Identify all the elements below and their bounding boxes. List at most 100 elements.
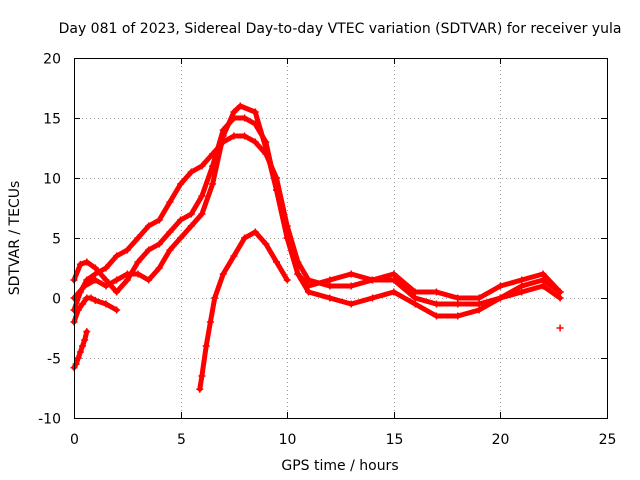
data-point (556, 324, 564, 332)
data-point (202, 342, 210, 350)
series-track-3 (70, 102, 564, 302)
data-point (206, 318, 214, 326)
data-point (91, 264, 99, 272)
data-point (79, 342, 87, 350)
data-point (155, 216, 163, 224)
data-point (556, 294, 564, 302)
data-point (187, 222, 195, 230)
x-tick-label: 25 (599, 432, 617, 448)
data-point (198, 192, 206, 200)
series-outlier (556, 324, 564, 332)
data-point (518, 288, 526, 296)
y-tick-label: 15 (43, 112, 61, 128)
data-point (102, 282, 110, 290)
data-point (177, 216, 185, 224)
data-point (166, 198, 174, 206)
data-point (262, 240, 270, 248)
data-point (326, 276, 334, 284)
data-point (411, 294, 419, 302)
data-point (81, 336, 89, 344)
data-point (326, 294, 334, 302)
data-point (241, 132, 249, 140)
data-point (79, 300, 87, 308)
data-point (166, 246, 174, 254)
y-tick-label: -5 (47, 352, 61, 368)
data-point (368, 294, 376, 302)
data-point (187, 168, 195, 176)
data-point (236, 102, 244, 110)
data-point (83, 258, 91, 266)
data-point (411, 300, 419, 308)
data-point (198, 372, 206, 380)
data-point (177, 180, 185, 188)
x-axis-label: GPS time / hours (281, 458, 398, 474)
data-point (123, 246, 131, 254)
data-point (155, 240, 163, 248)
x-tick-label: 5 (177, 432, 186, 448)
x-tick-label: 20 (492, 432, 510, 448)
chart-title: Day 081 of 2023, Sidereal Day-to-day VTE… (59, 21, 622, 37)
y-tick-label: 5 (52, 232, 61, 248)
data-point (134, 234, 142, 242)
x-tick-label: 0 (70, 432, 79, 448)
y-tick-label: 20 (43, 52, 61, 68)
series-trace (197, 229, 290, 392)
data-layer (70, 102, 564, 393)
plot-frame (74, 58, 608, 419)
data-point (145, 222, 153, 230)
data-point (556, 288, 564, 296)
data-point (496, 282, 504, 290)
data-point (432, 312, 440, 320)
series-track-5 (70, 328, 91, 372)
data-point (230, 252, 238, 260)
data-point (305, 282, 313, 290)
data-point (251, 138, 259, 146)
data-point (145, 246, 153, 254)
data-point (211, 294, 219, 302)
data-point (113, 276, 121, 284)
x-tick-label: 10 (279, 432, 297, 448)
data-point (83, 328, 91, 336)
tick-layer: 0 5 10 15 20 25 -10 -5 0 5 10 15 20 (38, 52, 616, 449)
data-point (187, 210, 195, 218)
y-axis-label: SDTVAR / TECUs (7, 181, 23, 296)
data-point (219, 270, 227, 278)
data-point (230, 108, 238, 116)
series-trace (71, 115, 563, 319)
data-point (518, 282, 526, 290)
data-point (81, 282, 89, 290)
data-point (76, 260, 84, 268)
data-point (283, 276, 291, 284)
data-point (102, 300, 110, 308)
data-point (347, 300, 355, 308)
data-point (91, 276, 99, 284)
data-point (219, 132, 227, 140)
data-point (113, 288, 121, 296)
data-point (241, 114, 249, 122)
series-track-4 (70, 294, 121, 326)
data-point (454, 312, 462, 320)
y-tick-label: 0 (52, 292, 61, 308)
data-point (251, 228, 259, 236)
data-point (368, 276, 376, 284)
data-point (539, 282, 547, 290)
data-point (198, 162, 206, 170)
data-point (123, 270, 131, 278)
data-point (177, 234, 185, 242)
data-point (91, 296, 99, 304)
data-point (326, 282, 334, 290)
series-track-6 (196, 228, 291, 393)
data-point (347, 282, 355, 290)
series-trace (71, 133, 563, 313)
data-point (475, 306, 483, 314)
data-point (454, 294, 462, 302)
data-point (518, 276, 526, 284)
data-point (72, 360, 80, 368)
data-point (262, 144, 270, 152)
data-point (496, 294, 504, 302)
data-point (390, 270, 398, 278)
data-point (347, 270, 355, 278)
data-point (390, 276, 398, 284)
data-point (123, 276, 131, 284)
